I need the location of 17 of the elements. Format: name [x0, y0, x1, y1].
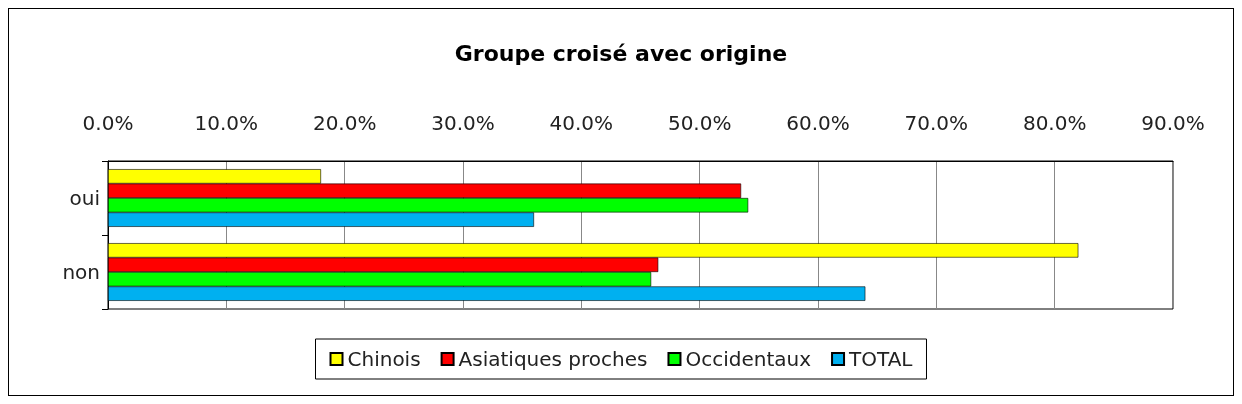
y-tick-label: non: [62, 260, 100, 284]
x-tick-label: 0.0%: [82, 111, 134, 135]
legend-label: Asiatiques proches: [458, 347, 648, 371]
x-tick-label: 90.0%: [1141, 111, 1205, 135]
x-tick-label: 10.0%: [194, 111, 259, 135]
x-tick-label: 60.0%: [786, 111, 850, 135]
legend-label: Chinois: [347, 347, 421, 371]
legend-label: TOTAL: [848, 347, 914, 371]
x-tick-label: 80.0%: [1022, 111, 1087, 135]
chart-title: Groupe croisé avec origine: [454, 40, 788, 66]
x-tick-label: 40.0%: [549, 111, 614, 135]
x-tick-label: 30.0%: [431, 111, 495, 135]
legend-label: Occidentaux: [685, 347, 812, 371]
y-tick-label: oui: [69, 186, 100, 210]
x-tick-label: 50.0%: [667, 111, 732, 135]
x-tick-label: 20.0%: [312, 111, 377, 135]
x-tick-label: 70.0%: [904, 111, 969, 135]
